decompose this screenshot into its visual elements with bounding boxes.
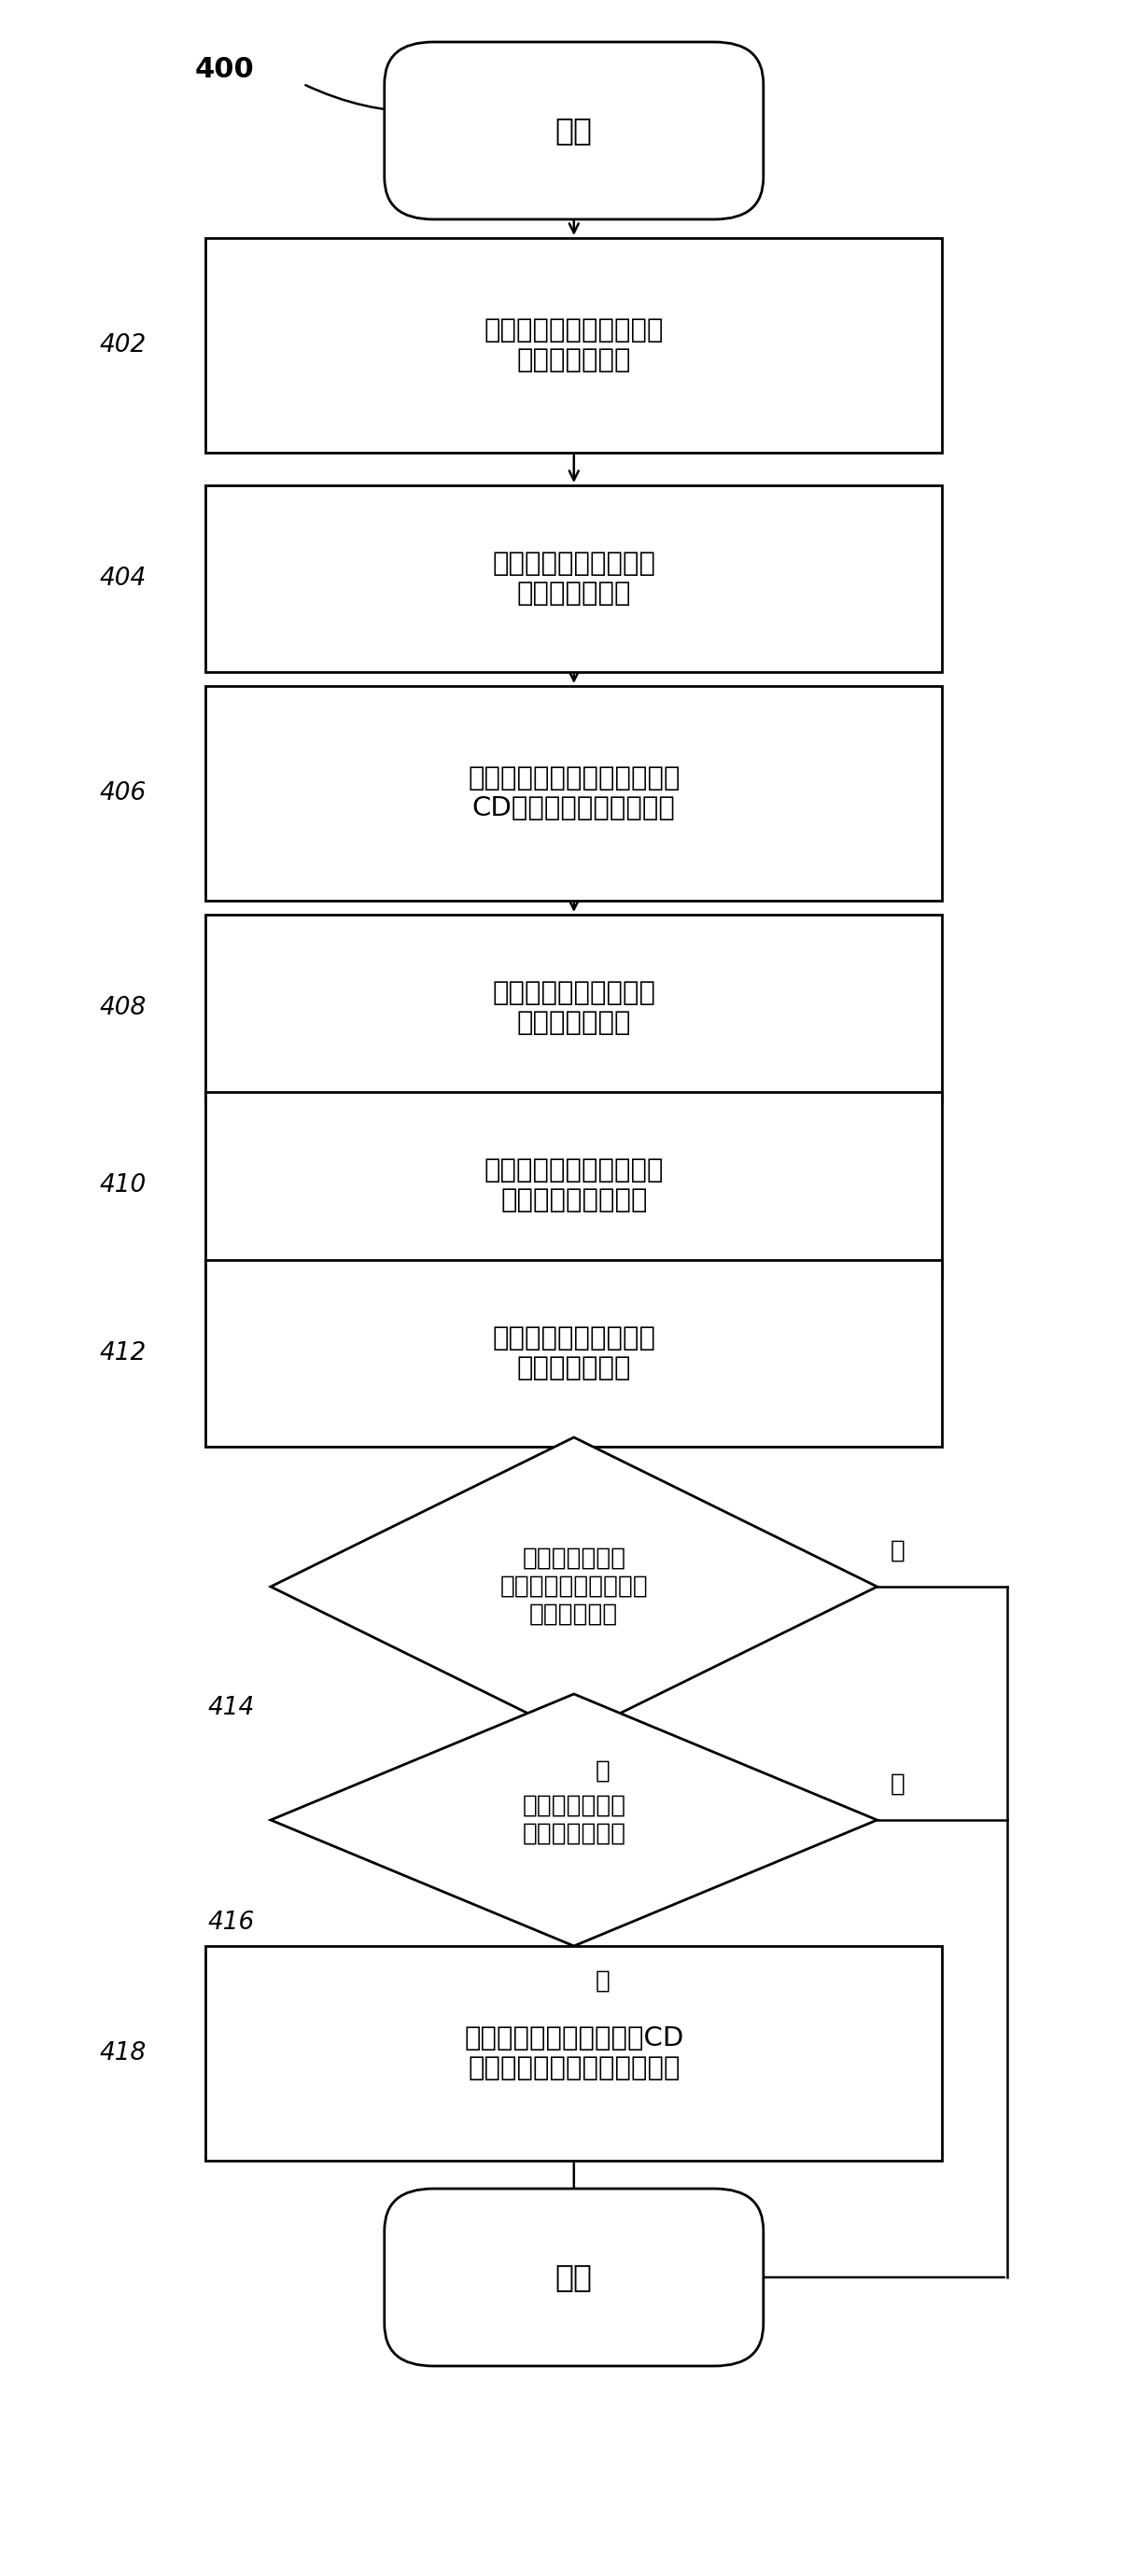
Bar [206, 1260, 943, 1448]
Text: 将操作数据划分为训练
时段和测试时段: 将操作数据划分为训练 时段和测试时段 [492, 551, 656, 608]
Text: 412: 412 [99, 1342, 147, 1365]
Bar [206, 484, 943, 672]
Text: 416: 416 [208, 1911, 255, 1935]
FancyBboxPatch shape [384, 2190, 763, 2365]
Text: 414: 414 [208, 1695, 255, 1721]
Text: 在测试时段期间估计用于
模型的附加模型参数: 在测试时段期间估计用于 模型的附加模型参数 [484, 1157, 664, 1213]
Text: 400: 400 [194, 57, 255, 82]
Text: 408: 408 [99, 997, 147, 1020]
Bar [206, 914, 943, 1103]
Text: 采取校正动作来补偿潜在CD
过程中的（一个或多个）改变: 采取校正动作来补偿潜在CD 过程中的（一个或多个）改变 [464, 2025, 683, 2081]
Text: 使用支持向量机来识别
模型参数的群集: 使用支持向量机来识别 模型参数的群集 [492, 979, 656, 1036]
Text: 检测附加模型参数是否
落在群集的外面: 检测附加模型参数是否 落在群集的外面 [492, 1324, 656, 1381]
Text: 402: 402 [99, 332, 147, 358]
Bar [206, 1945, 943, 2161]
Text: 是: 是 [596, 1968, 611, 1994]
FancyBboxPatch shape [384, 41, 763, 219]
Bar [206, 237, 943, 453]
Text: 获得与过程控制器相关联
的例行操作数据: 获得与过程控制器相关联 的例行操作数据 [484, 317, 664, 374]
Bar [206, 685, 943, 902]
Text: 在训练时段期间估计用于潜在
CD过程的模型的模型参数: 在训练时段期间估计用于潜在 CD过程的模型的模型参数 [467, 765, 680, 822]
Text: 406: 406 [99, 781, 147, 806]
Bar [206, 1092, 943, 1278]
Polygon shape [271, 1437, 877, 1736]
Polygon shape [271, 1695, 877, 1945]
Text: 404: 404 [99, 567, 147, 590]
Text: 410: 410 [99, 1172, 147, 1198]
Text: 是: 是 [596, 1759, 611, 1783]
Text: 开始: 开始 [555, 116, 592, 147]
Text: （一个或多个）
参数在（一个或多个）
群集外面吗？: （一个或多个） 参数在（一个或多个） 群集外面吗？ [500, 1546, 648, 1628]
Text: 否: 否 [890, 1772, 905, 1795]
Text: 否: 否 [890, 1538, 905, 1564]
Text: （一个或多个）
非噪声参数吗？: （一个或多个） 非噪声参数吗？ [522, 1793, 625, 1847]
Text: 418: 418 [99, 2040, 147, 2066]
Text: 结束: 结束 [555, 2262, 592, 2293]
